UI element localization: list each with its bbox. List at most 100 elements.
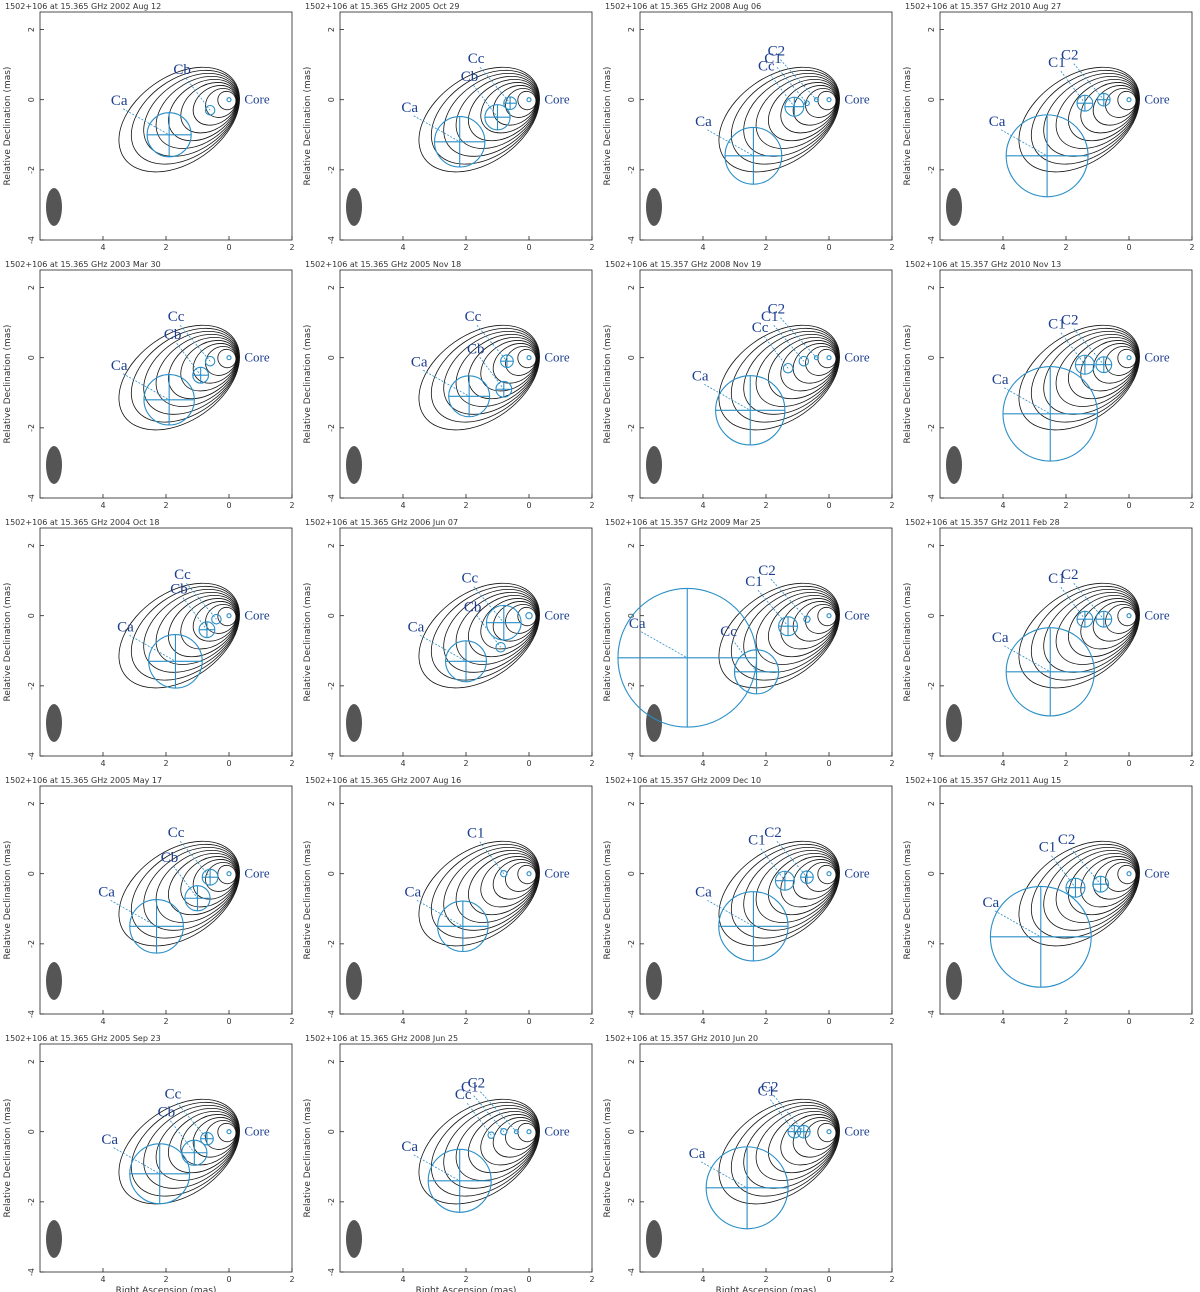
component-leader xyxy=(732,639,757,673)
component-label: Core xyxy=(1144,350,1170,365)
x-tick-label: 2 xyxy=(763,1275,768,1284)
contour-line xyxy=(1080,340,1138,392)
x-tick-label: 0 xyxy=(226,759,231,768)
model-component xyxy=(813,355,819,361)
contour-line xyxy=(468,79,539,142)
y-tick-label: -2 xyxy=(27,682,36,690)
panel-svg: 1502+106 at 15.357 GHz 2011 Feb 28 Relati… xyxy=(903,518,1195,768)
component-label: C1 xyxy=(761,309,779,325)
contour-line xyxy=(730,585,840,681)
model-component xyxy=(813,97,819,103)
component-label: Ca xyxy=(992,630,1009,646)
component-label: Core xyxy=(844,350,870,365)
y-tick-label: 0 xyxy=(627,355,636,360)
x-tick-label: 2 xyxy=(763,1017,768,1026)
contour-line xyxy=(455,591,539,665)
y-tick-label: -4 xyxy=(327,494,336,502)
panel-title: 1502+106 at 15.357 GHz 2010 Jun 20 xyxy=(605,1034,758,1043)
component-leader xyxy=(129,634,176,662)
y-tick-label: 2 xyxy=(27,543,36,548)
contour-group xyxy=(418,324,540,431)
panel-title: 1502+106 at 15.357 GHz 2010 Aug 27 xyxy=(905,2,1061,11)
x-tick-label: 4 xyxy=(100,1275,105,1284)
y-tick-label: -4 xyxy=(627,236,636,244)
component-leader xyxy=(422,369,470,397)
contour-line xyxy=(505,88,537,118)
component-leader xyxy=(773,324,805,362)
contour-line xyxy=(768,337,839,400)
contour-line xyxy=(1117,90,1137,111)
x-tick-label: 2 xyxy=(1063,1017,1068,1026)
component-label: Core xyxy=(244,1124,270,1139)
x-tick-label: 4 xyxy=(400,243,405,252)
component-label: Cb xyxy=(461,69,479,85)
y-tick-label: -2 xyxy=(627,424,636,432)
contour-line xyxy=(1117,864,1137,885)
component-leader xyxy=(186,582,217,620)
panel-title: 1502+106 at 15.357 GHz 2009 Mar 25 xyxy=(605,518,761,527)
component-leader xyxy=(480,1091,517,1132)
contour-line xyxy=(130,327,240,423)
y-tick-label: -4 xyxy=(927,236,936,244)
y-axis-label: Relative Declination (mas) xyxy=(603,583,613,702)
contour-line xyxy=(1018,582,1140,689)
x-tick-label: 0 xyxy=(226,1275,231,1284)
component-leader xyxy=(770,74,795,107)
y-tick-label: -2 xyxy=(927,424,936,432)
plot-frame xyxy=(639,269,893,499)
x-tick-label: 2 xyxy=(1063,243,1068,252)
component-label: C2 xyxy=(1061,48,1079,64)
contour-line xyxy=(168,79,239,142)
beam-ellipse xyxy=(646,704,662,742)
x-tick-label: 0 xyxy=(826,501,831,510)
model-component xyxy=(226,613,232,619)
x-tick-label: 4 xyxy=(700,1017,705,1026)
x-tick-label: 2 xyxy=(463,1275,468,1284)
y-axis-label: Relative Declination (mas) xyxy=(3,325,13,444)
x-tick-label: 2 xyxy=(163,759,168,768)
component-leader xyxy=(1004,387,1051,415)
component-leader xyxy=(476,615,501,648)
map-panel: 1502+106 at 15.357 GHz 2010 Aug 27 Relati… xyxy=(900,0,1200,258)
x-tick-label: 0 xyxy=(526,243,531,252)
y-tick-label: -4 xyxy=(627,494,636,502)
contour-group xyxy=(718,582,840,689)
y-tick-label: 0 xyxy=(27,871,36,876)
contour-line xyxy=(817,1122,837,1143)
x-axis-label: Right Ascension (mas) xyxy=(416,1286,517,1292)
panel-title: 1502+106 at 15.365 GHz 2008 Jun 25 xyxy=(305,1034,458,1043)
plot-frame xyxy=(939,11,1193,241)
contour-line xyxy=(443,588,540,673)
y-tick-label: -2 xyxy=(27,424,36,432)
y-tick-label: 2 xyxy=(627,285,636,290)
component-leader xyxy=(757,589,789,627)
x-tick-label: 4 xyxy=(700,1275,705,1284)
contour-line xyxy=(780,856,838,908)
contour-line xyxy=(1043,72,1140,157)
component-leader xyxy=(176,1102,208,1139)
x-tick-label: 4 xyxy=(400,1017,405,1026)
contour-line xyxy=(792,343,838,384)
y-tick-label: -4 xyxy=(327,1010,336,1018)
y-axis-label: Relative Declination (mas) xyxy=(603,67,613,186)
component-label: C1 xyxy=(1039,840,1057,856)
panel-title: 1502+106 at 15.357 GHz 2011 Aug 15 xyxy=(905,776,1061,785)
component-leader xyxy=(780,59,817,100)
component-leader xyxy=(700,1161,748,1189)
beam-ellipse xyxy=(946,446,962,484)
component-label: Cc xyxy=(720,624,737,640)
component-leader xyxy=(641,631,688,659)
component-label: Cb xyxy=(467,341,485,357)
contour-line xyxy=(1030,843,1140,939)
model-component xyxy=(226,355,232,361)
y-tick-label: 2 xyxy=(927,543,936,548)
contour-line xyxy=(430,585,540,681)
y-tick-label: 0 xyxy=(927,613,936,618)
contour-group xyxy=(118,66,240,173)
x-tick-label: 2 xyxy=(289,501,294,510)
y-axis-label: Relative Declination (mas) xyxy=(603,841,613,960)
x-tick-label: 4 xyxy=(100,243,105,252)
component-leader xyxy=(473,84,498,118)
contour-line xyxy=(130,69,240,165)
contour-line xyxy=(817,606,837,627)
